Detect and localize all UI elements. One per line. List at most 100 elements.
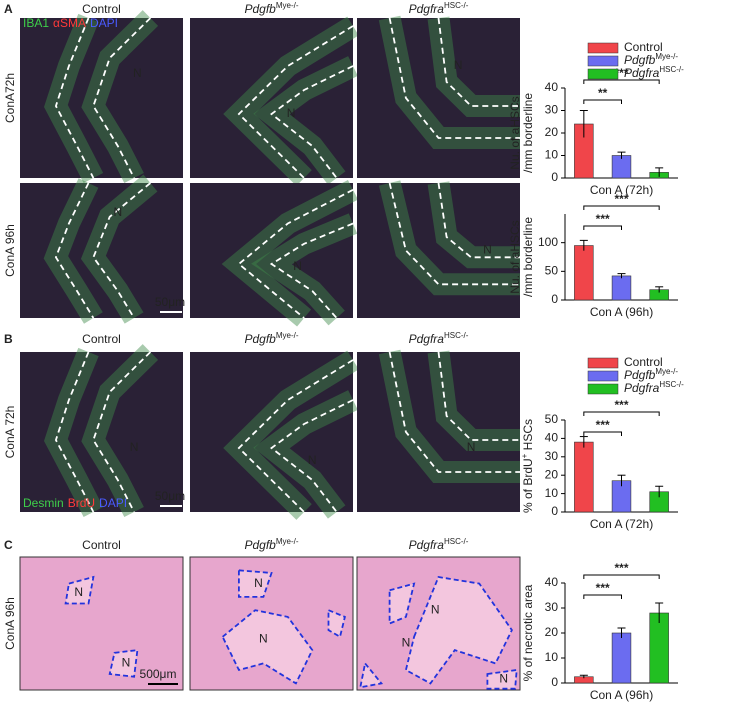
micrograph <box>20 183 183 318</box>
significance-label: *** <box>596 418 610 432</box>
border-line <box>54 17 95 179</box>
border-line <box>437 182 520 259</box>
panel-label: B <box>4 332 13 346</box>
italic-part: Pdgfb <box>624 368 656 382</box>
stain-legend: Desmin BrdU DAPI <box>23 496 127 510</box>
superscript: HSC-/- <box>444 537 469 546</box>
stained-band <box>81 344 159 517</box>
stain-name: αSMA <box>53 16 86 30</box>
italic-part: Pdgfb <box>244 332 276 346</box>
column-header: PdgfraHSC-/- <box>409 537 469 553</box>
y-axis-label: Nu. of aHSCs <box>508 96 522 169</box>
micrograph <box>20 18 183 178</box>
legend-swatch <box>587 370 619 382</box>
region-label: N <box>499 672 508 686</box>
border-line <box>437 351 520 441</box>
y-tick-label: 40 <box>545 80 559 94</box>
region-label: N <box>113 205 122 219</box>
significance-bracket <box>583 79 660 84</box>
necrotic-region <box>221 609 314 685</box>
micrograph <box>20 352 183 512</box>
column-header: PdgfbMye-/- <box>244 331 298 347</box>
y-tick-label: 30 <box>545 103 559 117</box>
y-tick-label: 10 <box>545 486 559 500</box>
stain-name: DAPI <box>99 496 127 510</box>
panel-label: C <box>4 538 13 552</box>
legend-label: PdgfbMye-/- <box>624 367 678 383</box>
region-label: N <box>402 636 411 650</box>
y-tick-label: 50 <box>545 412 559 426</box>
italic-part: Pdgfb <box>624 53 656 67</box>
x-axis-label: Con A (96h) <box>590 688 653 702</box>
significance-bracket <box>583 99 622 104</box>
region-label: N <box>308 453 317 467</box>
column-header: Control <box>82 538 121 552</box>
significance-label: ** <box>598 86 608 100</box>
stain-name: IBA1 <box>23 16 49 30</box>
region-label: N <box>454 58 463 72</box>
border-line <box>388 182 520 286</box>
text-part: % of BrdU <box>521 458 535 513</box>
micrograph <box>190 352 353 512</box>
superscript: Mye-/- <box>276 331 299 340</box>
column-header: PdgfbMye-/- <box>244 1 298 17</box>
y-tick-label: 10 <box>545 148 559 162</box>
scale-bar-label: 50μm <box>155 489 185 503</box>
stain-legend: IBA1 αSMA DAPI <box>23 16 118 30</box>
legend-label: PdgfraHSC-/- <box>624 380 684 396</box>
necrotic-region <box>404 575 513 685</box>
x-axis-label: Con A (72h) <box>590 183 653 197</box>
significance-bracket <box>583 594 622 599</box>
y-tick-label: 0 <box>551 675 558 689</box>
border-line <box>388 351 520 473</box>
column-header: Control <box>82 332 121 346</box>
necrotic-region <box>388 582 416 625</box>
y-tick-label: 40 <box>545 575 559 589</box>
border-line <box>92 182 151 319</box>
row-label: ConA 96h <box>3 224 17 277</box>
italic-part: Pdgfb <box>244 2 276 16</box>
necrotic-region <box>486 668 518 690</box>
y-tick-label: 10 <box>545 650 559 664</box>
superscript: Mye-/- <box>276 537 299 546</box>
region-label: N <box>254 576 263 590</box>
legend-swatch <box>587 357 619 369</box>
significance-bracket <box>583 411 660 416</box>
region-label: N <box>122 656 131 670</box>
column-header: PdgfraHSC-/- <box>409 331 469 347</box>
superscript: Mye-/- <box>276 1 299 10</box>
y-axis-label: /mm borderline <box>521 217 535 297</box>
significance-label: *** <box>614 192 628 206</box>
y-axis-label: % of necrotic area <box>521 584 535 681</box>
border-line <box>437 17 520 107</box>
border-line <box>54 351 95 513</box>
column-header: PdgfbMye-/- <box>244 537 298 553</box>
bar <box>649 612 669 684</box>
border-line <box>388 17 520 139</box>
micrograph <box>357 18 520 178</box>
border-line <box>269 222 354 319</box>
column-header: PdgfraHSC-/- <box>409 1 469 17</box>
x-axis-label: Con A (96h) <box>590 305 653 319</box>
border-line <box>237 189 354 319</box>
y-tick-label: 0 <box>551 292 558 306</box>
region-label: N <box>133 66 142 80</box>
row-label: ConA 96h <box>3 597 17 650</box>
italic-part: Pdgfb <box>244 538 276 552</box>
significance-label: *** <box>614 561 628 575</box>
legend-swatch <box>587 68 619 80</box>
region-label: N <box>483 243 492 257</box>
italic-part: Pdgfra <box>409 332 445 346</box>
region-label: N <box>130 440 139 454</box>
italic-part: Pdgfra <box>624 381 660 395</box>
region-label: N <box>287 106 296 120</box>
border-line <box>237 359 354 513</box>
y-tick-label: 100 <box>538 235 558 249</box>
panel-label: A <box>4 2 13 16</box>
necrotic-region <box>238 569 273 598</box>
superscript: + <box>520 453 529 458</box>
superscript: HSC-/- <box>659 65 684 74</box>
legend-label: Control <box>624 355 663 369</box>
y-tick-label: 50 <box>545 264 559 278</box>
